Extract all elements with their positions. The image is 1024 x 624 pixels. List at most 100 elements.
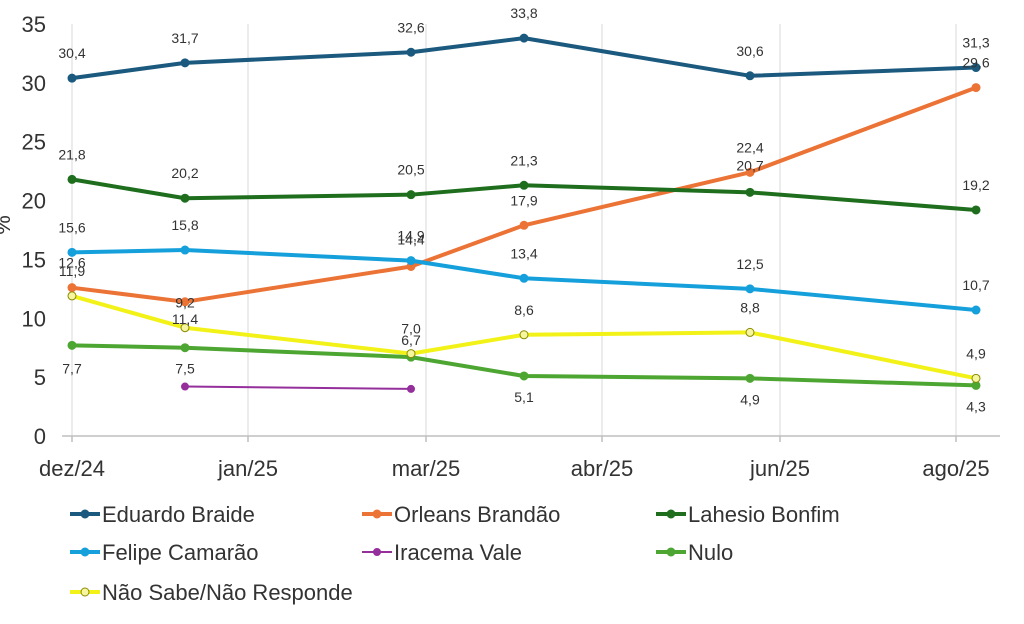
y-axis: % 0 5 10 15 20 25 30 35 [0,12,46,449]
series-line-orleans-brandao [70,85,978,304]
legend-label: Felipe Camarão [102,540,259,565]
legend-item-nulo: Nulo [656,540,733,565]
data-label-eduardo-braide: 32,6 [397,19,424,35]
data-label-eduardo-braide: 30,4 [58,45,85,61]
data-label-felipe-camarao: 10,7 [962,277,989,293]
data-label-nulo: 5,1 [514,389,534,405]
data-label-eduardo-braide: 30,6 [736,43,763,59]
point-iracema-vale [181,382,189,391]
x-tick-label: mar/25 [392,456,460,481]
y-tick-label: 5 [34,365,46,390]
series-line-lahesio-bonfim [70,177,978,212]
point-nulo [519,371,529,381]
legend-label: Eduardo Braide [102,502,255,527]
legend-label: Lahesio Bonfim [688,502,840,527]
y-axis-label: % [0,215,15,235]
data-label-lahesio-bonfim: 20,5 [397,162,424,178]
legend-marker [80,587,90,597]
legend-item-nao-sabe-nao-responde: Não Sabe/Não Responde [70,580,353,605]
data-label-orleans-brandao: 14,4 [397,231,424,247]
series-line-felipe-camarao [70,248,978,313]
point-orleans-brandao [180,297,190,307]
point-nao-sabe-nao-responde [971,373,981,383]
vertical-gridlines [71,24,957,436]
data-label-nao-sabe-nao-responde: 4,9 [966,345,986,361]
point-lahesio-bonfim [971,205,981,215]
point-nao-sabe-nao-responde [180,323,190,333]
series-lines [67,33,981,393]
data-label-lahesio-bonfim: 19,2 [962,177,989,193]
legend-marker [666,509,676,519]
legend: Eduardo Braide Orleans Brandão Lahesio Bon… [70,502,840,605]
data-label-felipe-camarao: 15,8 [171,217,198,233]
point-felipe-camarao [745,284,755,294]
legend-marker [80,509,90,519]
data-label-lahesio-bonfim: 21,3 [510,152,537,168]
legend-marker [372,509,382,519]
point-lahesio-bonfim [180,193,190,203]
point-felipe-camarao [406,256,416,266]
x-tick-label: dez/24 [39,456,105,481]
data-label-lahesio-bonfim: 20,7 [736,157,763,173]
point-orleans-brandao [745,167,755,177]
x-tick-label: jan/25 [217,456,278,481]
point-felipe-camarao [67,247,77,257]
data-label-orleans-brandao: 17,9 [510,192,537,208]
data-label-lahesio-bonfim: 21,8 [58,146,85,162]
y-tick-label: 25 [22,130,46,155]
data-label-nao-sabe-nao-responde: 9,2 [175,295,195,311]
data-label-nulo: 4,3 [966,398,986,414]
x-tick-label: ago/25 [922,456,989,481]
data-label-nulo: 4,9 [740,391,760,407]
point-orleans-brandao [971,83,981,93]
data-label-felipe-camarao: 14,9 [397,228,424,244]
series-line-eduardo-braide [70,36,978,81]
x-axis: dez/24 jan/25 mar/25 abr/25 jun/25 ago/25 [39,435,1000,481]
data-label-eduardo-braide: 31,3 [962,35,989,51]
legend-marker [666,547,676,557]
y-tick-label: 20 [22,189,46,214]
legend-item-eduardo-braide: Eduardo Braide [70,502,255,527]
series-line-nulo [70,343,978,388]
y-tick-label: 0 [34,424,46,449]
point-nao-sabe-nao-responde [745,327,755,337]
y-tick-label: 35 [22,12,46,37]
point-lahesio-bonfim [519,180,529,190]
point-lahesio-bonfim [67,174,77,184]
point-nulo [745,373,755,383]
point-orleans-brandao [67,283,77,293]
point-eduardo-braide [519,33,529,43]
point-iracema-vale [407,384,415,393]
legend-label: Iracema Vale [394,540,522,565]
point-eduardo-braide [67,73,77,83]
point-orleans-brandao [519,220,529,230]
legend-item-lahesio-bonfim: Lahesio Bonfim [656,502,840,527]
data-label-nao-sabe-nao-responde: 8,8 [740,299,760,315]
data-label-orleans-brandao: 29,6 [962,55,989,71]
data-label-felipe-camarao: 15,6 [58,219,85,235]
legend-item-orleans-brandao: Orleans Brandão [362,502,560,527]
legend-marker [80,547,90,557]
data-label-nao-sabe-nao-responde: 8,6 [514,302,534,318]
point-lahesio-bonfim [745,187,755,197]
y-tick-label: 10 [22,306,46,331]
data-label-eduardo-braide: 33,8 [510,5,537,21]
x-tick-label: abr/25 [571,456,633,481]
point-eduardo-braide [406,47,416,57]
point-eduardo-braide [971,63,981,73]
data-label-lahesio-bonfim: 20,2 [171,165,198,181]
series-line-iracema-vale [184,385,412,390]
data-labels: 30,4 31,7 32,6 33,8 30,6 31,3 12,6 11,4 14,4 17,9… [58,5,989,414]
legend-marker [373,548,381,556]
data-label-orleans-brandao: 22,4 [736,139,763,155]
point-lahesio-bonfim [406,190,416,200]
point-nao-sabe-nao-responde [406,349,416,359]
legend-label: Nulo [688,540,733,565]
point-felipe-camarao [180,245,190,255]
data-label-felipe-camarao: 12,5 [736,256,763,272]
legend-label: Não Sabe/Não Responde [102,580,353,605]
x-tick-label: jun/25 [749,456,810,481]
legend-item-felipe-camarao: Felipe Camarão [70,540,259,565]
y-tick-label: 30 [22,71,46,96]
